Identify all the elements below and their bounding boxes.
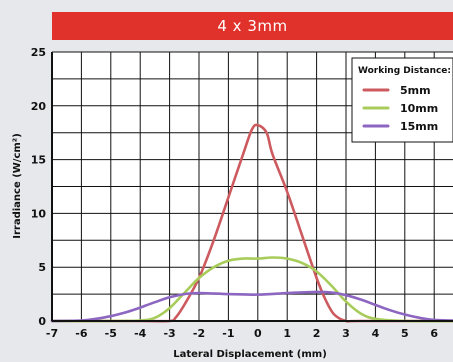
x-tick-label: 2 xyxy=(313,327,321,340)
x-tick-label: -5 xyxy=(105,327,117,340)
series-line-10mm xyxy=(50,256,453,323)
x-tick-label: -1 xyxy=(222,327,234,340)
series-line-15mm xyxy=(50,290,453,323)
legend-box xyxy=(351,57,453,143)
legend-title: Working Distance: xyxy=(358,66,451,76)
y-tick-label: 0 xyxy=(38,315,46,328)
y-tick-label: 5 xyxy=(38,261,46,274)
x-tick-label: -2 xyxy=(193,327,205,340)
y-axis-title: Irradiance (W/cm²) xyxy=(12,133,23,239)
x-tick-label: -4 xyxy=(134,327,147,340)
x-tick-label: 0 xyxy=(254,327,262,340)
x-tick-label: 1 xyxy=(283,327,291,340)
legend-label: 5mm xyxy=(400,84,431,97)
series-line-5mm xyxy=(50,123,453,323)
y-tick-label: 25 xyxy=(31,46,46,59)
chart-title: 4 x 3mm xyxy=(217,17,288,35)
x-tick-label: 3 xyxy=(342,327,350,340)
legend-label: 10mm xyxy=(400,102,438,115)
x-tick-label: -3 xyxy=(163,327,175,340)
x-tick-label: -7 xyxy=(46,327,58,340)
legend-label: 15mm xyxy=(400,120,438,133)
x-tick-label: 6 xyxy=(430,327,438,340)
x-tick-label: 4 xyxy=(372,327,380,340)
x-tick-label: 5 xyxy=(401,327,409,340)
y-tick-label: 10 xyxy=(31,207,47,220)
y-tick-label: 15 xyxy=(31,154,46,167)
x-tick-label: -6 xyxy=(75,327,88,340)
y-tick-label: 20 xyxy=(31,100,47,113)
x-axis-title: Lateral Displacement (mm) xyxy=(173,349,327,360)
chart-title-banner: 4 x 3mm xyxy=(52,12,453,40)
